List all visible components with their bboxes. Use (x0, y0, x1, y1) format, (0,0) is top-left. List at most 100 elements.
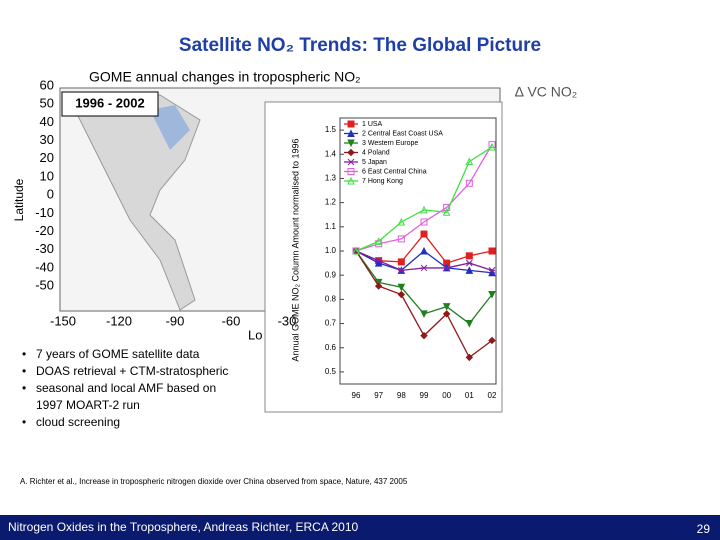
point (442, 303, 451, 311)
legend-marker (347, 120, 355, 128)
y-tick-label: 1.1 (325, 222, 337, 231)
point (397, 283, 406, 292)
point (374, 282, 383, 290)
point (465, 252, 473, 260)
legend-marker (347, 139, 355, 148)
point (465, 179, 473, 187)
point (397, 290, 406, 299)
x-tick-label: 00 (442, 391, 451, 400)
point (488, 291, 496, 299)
lat-tick-label: -30 (35, 241, 54, 256)
point (442, 310, 451, 318)
legend-marker (347, 129, 355, 137)
lat-tick-label: 20 (40, 150, 54, 165)
point (465, 259, 473, 267)
point (420, 331, 428, 340)
y-tick-label: 0.6 (325, 343, 337, 352)
lat-tick-label: 10 (40, 168, 54, 183)
lon-tick-label: -30 (278, 313, 297, 328)
bullet-dot: • (22, 415, 26, 429)
legend-marker (347, 148, 355, 157)
map-title: GOME annual changes in tropospheric NO₂ (89, 69, 361, 85)
y-tick-label: 1.0 (325, 246, 337, 255)
bullet-dot: • (22, 347, 26, 361)
point (420, 230, 428, 238)
lat-tick-label: -50 (35, 278, 54, 293)
point (420, 218, 428, 226)
map-land (69, 94, 201, 311)
legend-marker (347, 168, 355, 175)
bullet-text: DOAS retrieval + CTM-stratospheric (36, 364, 228, 378)
point (488, 247, 496, 255)
lat-tick-label: -10 (35, 205, 54, 220)
point (375, 257, 383, 265)
x-tick-label: 97 (374, 391, 383, 400)
point (488, 142, 496, 151)
x-tick-label: 01 (465, 391, 474, 400)
series-line (355, 146, 493, 252)
lon-tick-label: -150 (50, 313, 76, 328)
legend-label: 2 Central East Coast USA (362, 130, 443, 137)
lat-tick-label: 30 (40, 132, 54, 147)
y-tick-label: 1.2 (325, 198, 337, 207)
bullet-text: cloud screening (36, 415, 120, 429)
point (465, 320, 474, 328)
point (443, 203, 451, 211)
lat-tick-label: 60 (40, 77, 54, 92)
map-xlabel: Lo (248, 327, 262, 342)
x-tick-label: 99 (420, 391, 429, 400)
map-ylabel: Latitude (12, 178, 26, 221)
point (465, 157, 474, 166)
point (488, 268, 496, 277)
y-tick-label: 0.8 (325, 294, 337, 303)
footer-bar (0, 515, 720, 540)
y-tick-label: 1.4 (325, 149, 337, 158)
legend-label: 3 Western Europe (362, 140, 418, 147)
y-tick-label: 0.5 (325, 367, 337, 376)
footer-text: Nitrogen Oxides in the Troposphere, Andr… (8, 520, 359, 534)
lon-tick-label: -120 (106, 313, 132, 328)
bullet-text: 7 years of GOME satellite data (36, 347, 200, 361)
citation: A. Richter et al., Increase in troposphe… (20, 477, 408, 486)
point (397, 217, 406, 226)
legend-label: 7 Hong Kong (362, 178, 403, 185)
point (442, 208, 451, 216)
period-box (61, 91, 159, 117)
point (352, 246, 360, 255)
y-tick-label: 1.5 (325, 125, 337, 134)
bullet-dot: • (22, 364, 26, 378)
colorbar-label: ∆ VC NO₂ (515, 84, 577, 100)
bullet-dot: • (22, 381, 26, 395)
point (465, 266, 474, 274)
legend-label: 1 USA (362, 121, 383, 128)
point (374, 237, 383, 245)
lat-tick-label: -40 (35, 259, 54, 274)
chart-frame (264, 101, 503, 413)
point (465, 353, 474, 362)
lat-tick-label: -20 (35, 223, 54, 238)
bullet-text: seasonal and local AMF based on 1997 MOAR… (36, 381, 216, 412)
y-tick-label: 0.9 (325, 270, 337, 279)
point (374, 258, 383, 267)
point (443, 264, 451, 272)
point (420, 205, 428, 214)
point (488, 336, 496, 345)
point (397, 258, 405, 266)
legend-label: 4 Poland (362, 149, 390, 156)
y-tick-label: 0.7 (325, 319, 337, 328)
page-number: 29 (697, 522, 711, 536)
lat-tick-label: 50 (40, 96, 54, 111)
point (488, 266, 496, 274)
slide-title: Satellite NO₂ Trends: The Global Picture (179, 35, 541, 56)
y-tick-label: 1.3 (325, 174, 337, 183)
x-tick-label: 96 (352, 391, 361, 400)
x-tick-label: 98 (397, 391, 406, 400)
legend-marker (347, 158, 355, 166)
point (420, 264, 428, 272)
point (397, 235, 405, 243)
point (397, 266, 405, 274)
legend-marker (347, 176, 355, 185)
period-label: 1996 - 2002 (75, 95, 144, 110)
lon-tick-label: -60 (222, 313, 241, 328)
